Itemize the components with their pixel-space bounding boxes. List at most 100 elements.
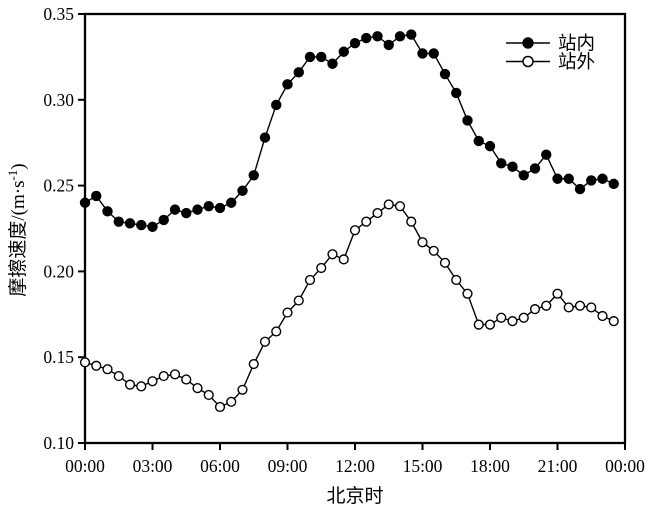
filled-circle-marker bbox=[316, 51, 327, 63]
filled-circle-marker bbox=[428, 48, 439, 59]
filled-circle-marker bbox=[574, 183, 586, 195]
x-axis-tick-label: 15:00 bbox=[403, 456, 443, 476]
open-circle-marker bbox=[428, 245, 439, 256]
open-circle-marker bbox=[79, 357, 91, 368]
open-circle-marker bbox=[113, 370, 124, 382]
y-axis-tick-label: 0.35 bbox=[43, 4, 74, 24]
x-axis-tick-label: 03:00 bbox=[133, 456, 173, 476]
open-circle-marker bbox=[136, 381, 147, 392]
series-inside-station bbox=[79, 29, 619, 232]
filled-circle-marker bbox=[113, 216, 124, 227]
filled-circle-marker bbox=[136, 219, 147, 231]
filled-circle-marker bbox=[394, 31, 406, 42]
legend-entry: 站外 bbox=[506, 52, 595, 73]
open-circle-marker bbox=[327, 249, 338, 260]
open-circle-marker bbox=[372, 207, 383, 219]
open-circle-marker bbox=[259, 336, 271, 347]
open-circle-marker bbox=[563, 302, 574, 313]
filled-circle-marker bbox=[552, 173, 563, 184]
open-circle-marker bbox=[158, 370, 169, 382]
filled-circle-marker bbox=[406, 29, 417, 40]
x-axis-label: 北京时 bbox=[326, 485, 383, 507]
open-circle-marker bbox=[451, 274, 462, 286]
filled-circle-marker bbox=[79, 197, 91, 208]
open-circle-marker bbox=[574, 300, 586, 311]
filled-circle-marker bbox=[608, 178, 619, 190]
series-outside-station bbox=[79, 199, 619, 413]
open-circle-legend-marker bbox=[522, 55, 534, 68]
open-circle-marker bbox=[439, 257, 451, 268]
filled-circle-marker bbox=[91, 190, 102, 202]
filled-circle-marker bbox=[192, 204, 203, 215]
y-axis-label-superscript: -1 bbox=[5, 170, 20, 181]
open-circle-marker bbox=[608, 316, 619, 327]
filled-circle-marker bbox=[417, 48, 428, 59]
filled-circle-marker bbox=[496, 158, 507, 169]
open-circle-marker bbox=[338, 254, 349, 265]
filled-circle-marker bbox=[372, 31, 383, 42]
open-circle-marker bbox=[192, 382, 203, 394]
open-circle-marker bbox=[293, 295, 304, 306]
x-axis-tick-label: 21:00 bbox=[538, 456, 578, 476]
filled-circle-marker bbox=[102, 206, 113, 217]
filled-circle-marker bbox=[586, 175, 597, 186]
open-circle-marker bbox=[248, 358, 259, 370]
open-circle-marker bbox=[417, 237, 428, 248]
filled-circle-marker bbox=[181, 207, 192, 219]
filled-circle-marker bbox=[259, 132, 271, 143]
open-circle-marker bbox=[169, 369, 181, 380]
open-circle-marker bbox=[361, 216, 372, 227]
open-circle-marker bbox=[597, 310, 608, 322]
series-line bbox=[84, 33, 615, 228]
open-circle-marker bbox=[214, 401, 226, 413]
filled-circle-marker bbox=[248, 170, 259, 181]
filled-circle-marker bbox=[124, 218, 136, 229]
x-axis-tick-label: 18:00 bbox=[470, 456, 510, 476]
open-circle-marker bbox=[518, 312, 529, 323]
filled-circle-marker bbox=[304, 51, 316, 63]
filled-circle-marker bbox=[349, 37, 361, 49]
filled-circle-marker bbox=[597, 173, 608, 184]
filled-circle-marker bbox=[563, 173, 574, 184]
x-axis-tick-label: 00:00 bbox=[65, 456, 105, 476]
filled-circle-marker bbox=[147, 221, 158, 232]
open-circle-marker bbox=[91, 360, 102, 371]
x-axis-tick-label: 06:00 bbox=[200, 456, 240, 476]
open-circle-marker bbox=[462, 288, 473, 299]
filled-circle-marker bbox=[439, 68, 451, 80]
open-circle-marker bbox=[316, 262, 327, 274]
filled-circle-marker bbox=[361, 32, 372, 44]
open-circle-marker bbox=[541, 300, 552, 311]
open-circle-marker bbox=[383, 199, 394, 210]
filled-circle-marker bbox=[293, 67, 304, 78]
legend-label: 站内 bbox=[558, 34, 595, 55]
filled-circle-marker bbox=[203, 200, 214, 212]
y-axis-label-suffix: ) bbox=[8, 163, 29, 169]
filled-circle-marker bbox=[541, 149, 552, 160]
filled-circle-marker bbox=[226, 197, 237, 208]
open-circle-marker bbox=[237, 384, 248, 395]
open-circle-marker bbox=[304, 274, 316, 286]
filled-circle-marker bbox=[462, 115, 473, 126]
legend-entry: 站内 bbox=[506, 34, 595, 55]
y-axis-tick-label: 0.25 bbox=[43, 176, 74, 196]
filled-circle-marker bbox=[327, 58, 338, 69]
y-axis-tick-label: 0.15 bbox=[43, 347, 74, 367]
axes: 0.10 0.15 0.20 0.25 0.30 0.35 00:00 03:00 06:00 0… bbox=[43, 4, 645, 476]
open-circle-marker bbox=[203, 389, 214, 401]
open-circle-marker bbox=[529, 304, 541, 315]
open-circle-marker bbox=[484, 319, 496, 330]
filled-circle-marker bbox=[271, 99, 282, 111]
filled-circle-marker bbox=[282, 79, 293, 90]
filled-circle-marker bbox=[518, 170, 529, 181]
open-circle-marker bbox=[102, 364, 113, 375]
open-circle-marker bbox=[181, 374, 192, 385]
open-circle-marker bbox=[124, 379, 136, 390]
filled-circle-marker bbox=[383, 39, 394, 51]
filled-circle-legend-marker bbox=[522, 37, 534, 49]
filled-circle-marker bbox=[529, 163, 541, 174]
open-circle-marker bbox=[394, 201, 406, 212]
